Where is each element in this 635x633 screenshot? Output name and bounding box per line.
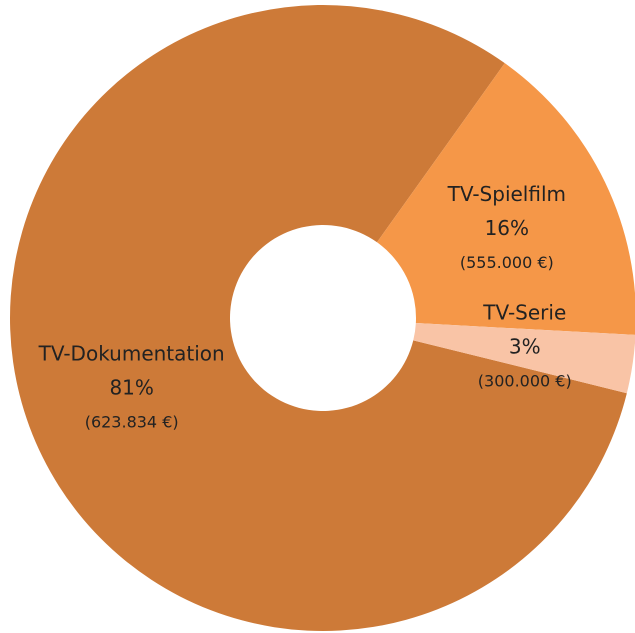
value-label: 3%: [509, 335, 541, 359]
slice-label: TV-Spielfilm: [447, 182, 566, 206]
slice-label: TV-Dokumentation: [38, 341, 225, 365]
amount-label: (555.000 €): [460, 253, 554, 272]
slice: [9, 4, 627, 631]
value-label: 81%: [109, 375, 153, 399]
slice: [413, 323, 635, 394]
slice-label: TV-Serie: [482, 301, 566, 325]
amount-label: (623.834 €): [85, 412, 179, 431]
slice: [377, 63, 635, 335]
amount-label: (300.000 €): [478, 372, 572, 391]
value-label: 16%: [485, 216, 529, 240]
